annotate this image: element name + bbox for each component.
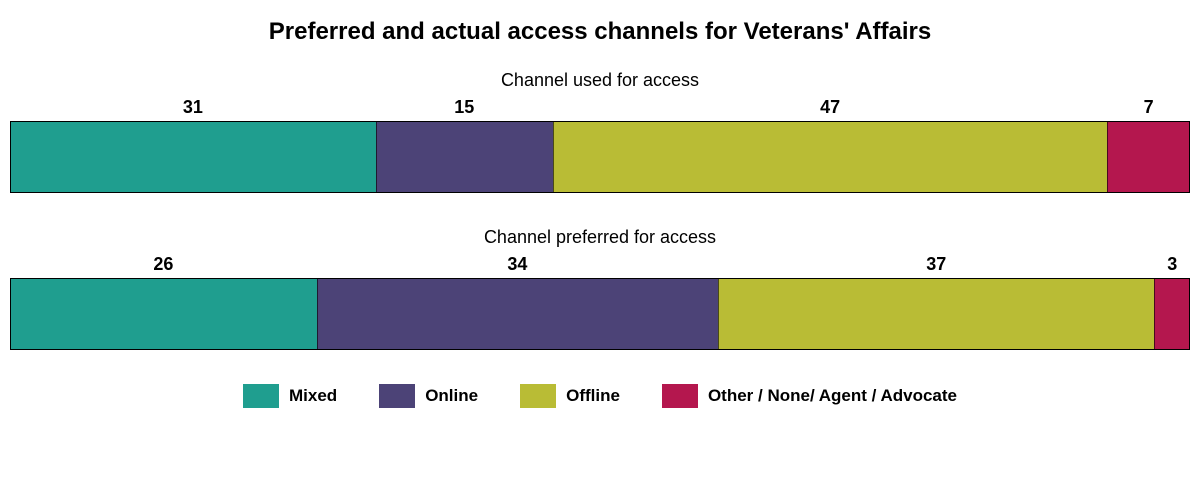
series-preferred: Channel preferred for access 26 34 37 3 (10, 227, 1190, 350)
seg-used-other (1107, 122, 1189, 192)
chart-container: Preferred and actual access channels for… (0, 0, 1200, 408)
legend-item-online: Online (379, 384, 478, 408)
series-used-subtitle: Channel used for access (10, 70, 1190, 91)
series-used-bar (10, 121, 1190, 193)
value-label-used-other: 7 (1144, 97, 1154, 118)
legend: Mixed Online Offline Other / None/ Agent… (10, 384, 1190, 408)
series-preferred-value-row: 26 34 37 3 (10, 254, 1190, 278)
legend-swatch-other (662, 384, 698, 408)
legend-item-mixed: Mixed (243, 384, 337, 408)
value-label-used-mixed: 31 (183, 97, 203, 118)
seg-pref-offline (718, 279, 1154, 349)
seg-used-online (376, 122, 553, 192)
value-label-used-offline: 47 (820, 97, 840, 118)
seg-used-offline (553, 122, 1107, 192)
value-label-pref-other: 3 (1167, 254, 1177, 275)
seg-pref-online (317, 279, 718, 349)
legend-item-offline: Offline (520, 384, 620, 408)
series-preferred-subtitle: Channel preferred for access (10, 227, 1190, 248)
value-label-pref-online: 34 (507, 254, 527, 275)
series-preferred-bar (10, 278, 1190, 350)
seg-pref-mixed (11, 279, 317, 349)
chart-title: Preferred and actual access channels for… (10, 18, 1190, 46)
series-used-value-row: 31 15 47 7 (10, 97, 1190, 121)
legend-swatch-offline (520, 384, 556, 408)
legend-label-mixed: Mixed (289, 386, 337, 406)
value-label-used-online: 15 (454, 97, 474, 118)
legend-label-online: Online (425, 386, 478, 406)
legend-swatch-mixed (243, 384, 279, 408)
seg-pref-other (1154, 279, 1189, 349)
legend-item-other: Other / None/ Agent / Advocate (662, 384, 957, 408)
legend-swatch-online (379, 384, 415, 408)
series-used: Channel used for access 31 15 47 7 (10, 70, 1190, 193)
legend-label-other: Other / None/ Agent / Advocate (708, 386, 957, 406)
value-label-pref-mixed: 26 (153, 254, 173, 275)
value-label-pref-offline: 37 (926, 254, 946, 275)
legend-label-offline: Offline (566, 386, 620, 406)
seg-used-mixed (11, 122, 376, 192)
